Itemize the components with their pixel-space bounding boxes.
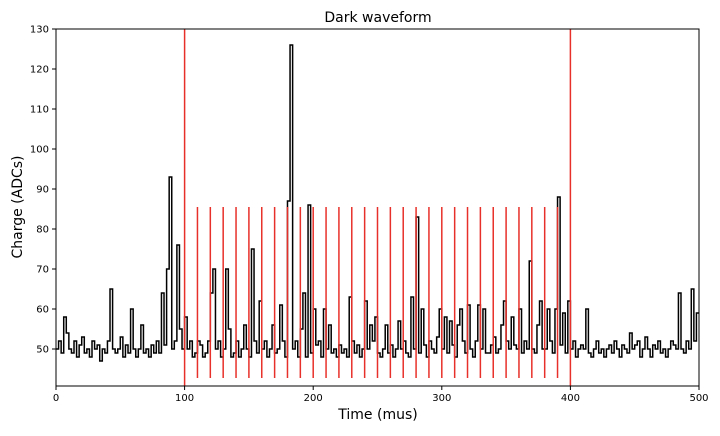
y-tick-label: 130 bbox=[30, 25, 49, 36]
x-axis-label: Time (mus) bbox=[337, 407, 417, 423]
y-tick-label: 90 bbox=[36, 185, 49, 196]
y-axis-label: Charge (ADCs) bbox=[10, 155, 26, 258]
x-tick-label: 0 bbox=[53, 393, 59, 404]
x-tick-label: 400 bbox=[561, 393, 580, 404]
plot-frame bbox=[55, 28, 700, 387]
y-tick-label: 70 bbox=[36, 265, 49, 276]
y-tick-label: 50 bbox=[36, 345, 49, 356]
x-tick-label: 200 bbox=[304, 393, 323, 404]
y-tick-label: 120 bbox=[30, 65, 49, 76]
waveform-line bbox=[56, 44, 699, 362]
x-tick-label: 500 bbox=[689, 393, 708, 404]
y-tick-label: 60 bbox=[36, 305, 49, 316]
x-tick-label: 100 bbox=[175, 393, 194, 404]
y-tick-label: 80 bbox=[36, 225, 49, 236]
x-tick-label: 300 bbox=[432, 393, 451, 404]
y-tick-label: 110 bbox=[30, 105, 49, 116]
chart-title: Dark waveform bbox=[324, 10, 431, 26]
y-tick-label: 100 bbox=[30, 145, 49, 156]
